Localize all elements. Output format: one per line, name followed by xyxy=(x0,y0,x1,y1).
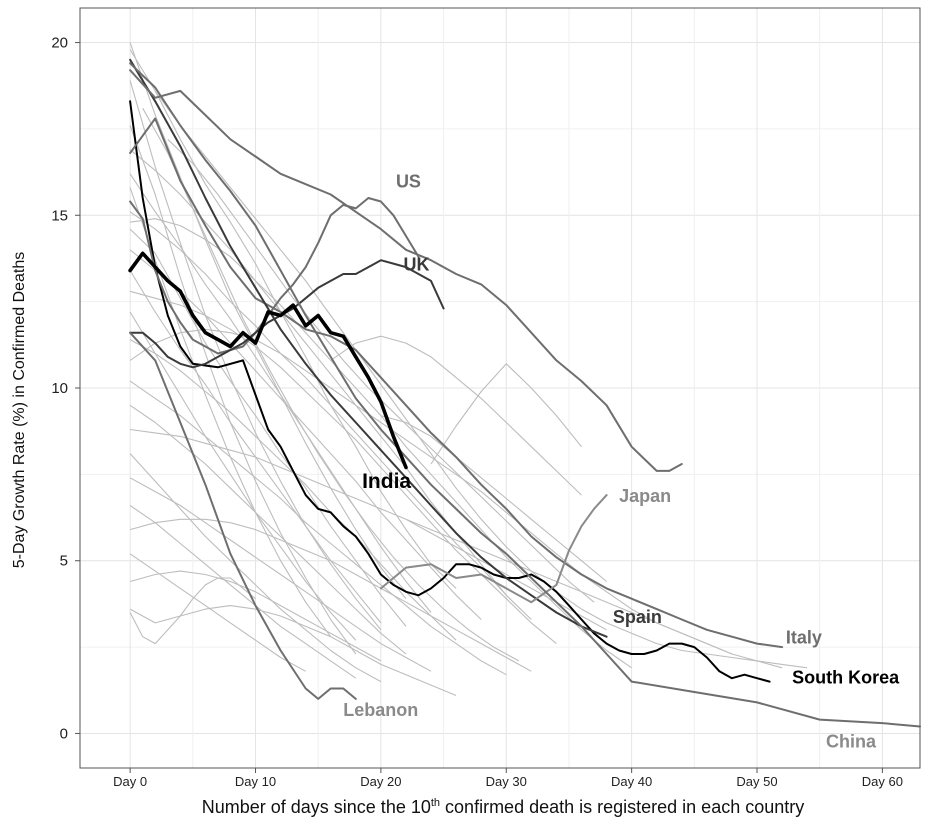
background-series-line xyxy=(129,577,256,645)
x-tick-label: Day 50 xyxy=(736,774,777,789)
x-axis-label-main: Number of days since the 10 xyxy=(202,797,431,817)
highlighted-series-group xyxy=(128,58,921,728)
background-series-line xyxy=(129,328,783,669)
background-series-line xyxy=(129,173,432,613)
series-label-japan: Japan xyxy=(619,486,671,506)
background-series-line xyxy=(129,570,382,662)
background-series-line xyxy=(129,380,507,676)
x-tick-label: Day 10 xyxy=(235,774,276,789)
series-label-spain: Spain xyxy=(613,607,662,627)
background-series-line xyxy=(129,125,357,655)
background-series-line xyxy=(330,335,582,496)
background-series-line xyxy=(130,428,733,655)
y-tick-label: 20 xyxy=(51,35,68,52)
series-line-south-korea xyxy=(129,100,771,683)
x-axis: Day 0 Day 10 Day 20 Day 30 Day 40 Day 50 Day 6… xyxy=(113,768,903,789)
grid xyxy=(80,8,920,768)
background-series-line xyxy=(129,80,382,631)
y-axis-label: 5-Day Growth Rate (%) in Confirmed Death… xyxy=(11,252,28,569)
series-line-us xyxy=(129,197,420,355)
series-label-uk: UK xyxy=(403,255,429,275)
background-series-line xyxy=(129,42,407,600)
x-axis-label-rest: confirmed death is registered in each co… xyxy=(440,797,804,817)
series-labels: India South Korea US UK Italy Spain Japan China… xyxy=(343,172,900,752)
y-axis: 0 5 10 15 20 xyxy=(51,35,80,742)
series-line-spain xyxy=(129,58,608,638)
background-series-line xyxy=(154,90,808,669)
background-series-line xyxy=(129,453,382,683)
x-tick-label: Day 0 xyxy=(113,774,147,789)
y-tick-label: 0 xyxy=(60,725,68,742)
background-series-line xyxy=(129,605,457,697)
series-label-south-korea: South Korea xyxy=(792,667,900,687)
background-series-line xyxy=(142,107,520,662)
series-label-lebanon: Lebanon xyxy=(343,700,418,720)
series-line-india xyxy=(128,251,408,470)
x-tick-label: Day 60 xyxy=(862,774,903,789)
y-tick-label: 10 xyxy=(51,380,68,397)
series-line-uk xyxy=(129,259,445,369)
series-label-us: US xyxy=(396,172,421,192)
x-tick-label: Day 20 xyxy=(360,774,401,789)
background-series-line xyxy=(129,477,432,672)
series-line-lebanon xyxy=(129,331,357,700)
series-line-japan xyxy=(379,494,608,604)
series-line-italy xyxy=(129,117,784,649)
background-series-line xyxy=(129,505,357,679)
y-tick-label: 5 xyxy=(60,553,68,570)
series-label-italy: Italy xyxy=(786,628,822,648)
background-series-line xyxy=(129,518,532,672)
background-series-line xyxy=(129,553,306,672)
y-tick-label: 15 xyxy=(51,207,68,224)
x-tick-label: Day 30 xyxy=(486,774,527,789)
background-series-group xyxy=(129,42,808,697)
series-line-china xyxy=(129,62,921,728)
background-series-line xyxy=(129,311,357,641)
background-series-line xyxy=(129,404,407,655)
x-axis-label: Number of days since the 10th confirmed … xyxy=(202,797,805,817)
series-label-china: China xyxy=(826,731,877,751)
background-series-line xyxy=(129,228,407,627)
x-axis-label-superscript: th xyxy=(431,797,440,809)
series-label-india: India xyxy=(362,470,411,493)
background-series-line xyxy=(129,290,557,645)
background-series-line xyxy=(129,249,482,620)
background-series-line xyxy=(430,363,582,465)
x-tick-label: Day 40 xyxy=(611,774,652,789)
background-series-line xyxy=(129,49,457,589)
series-line-unlabeled xyxy=(129,69,683,472)
